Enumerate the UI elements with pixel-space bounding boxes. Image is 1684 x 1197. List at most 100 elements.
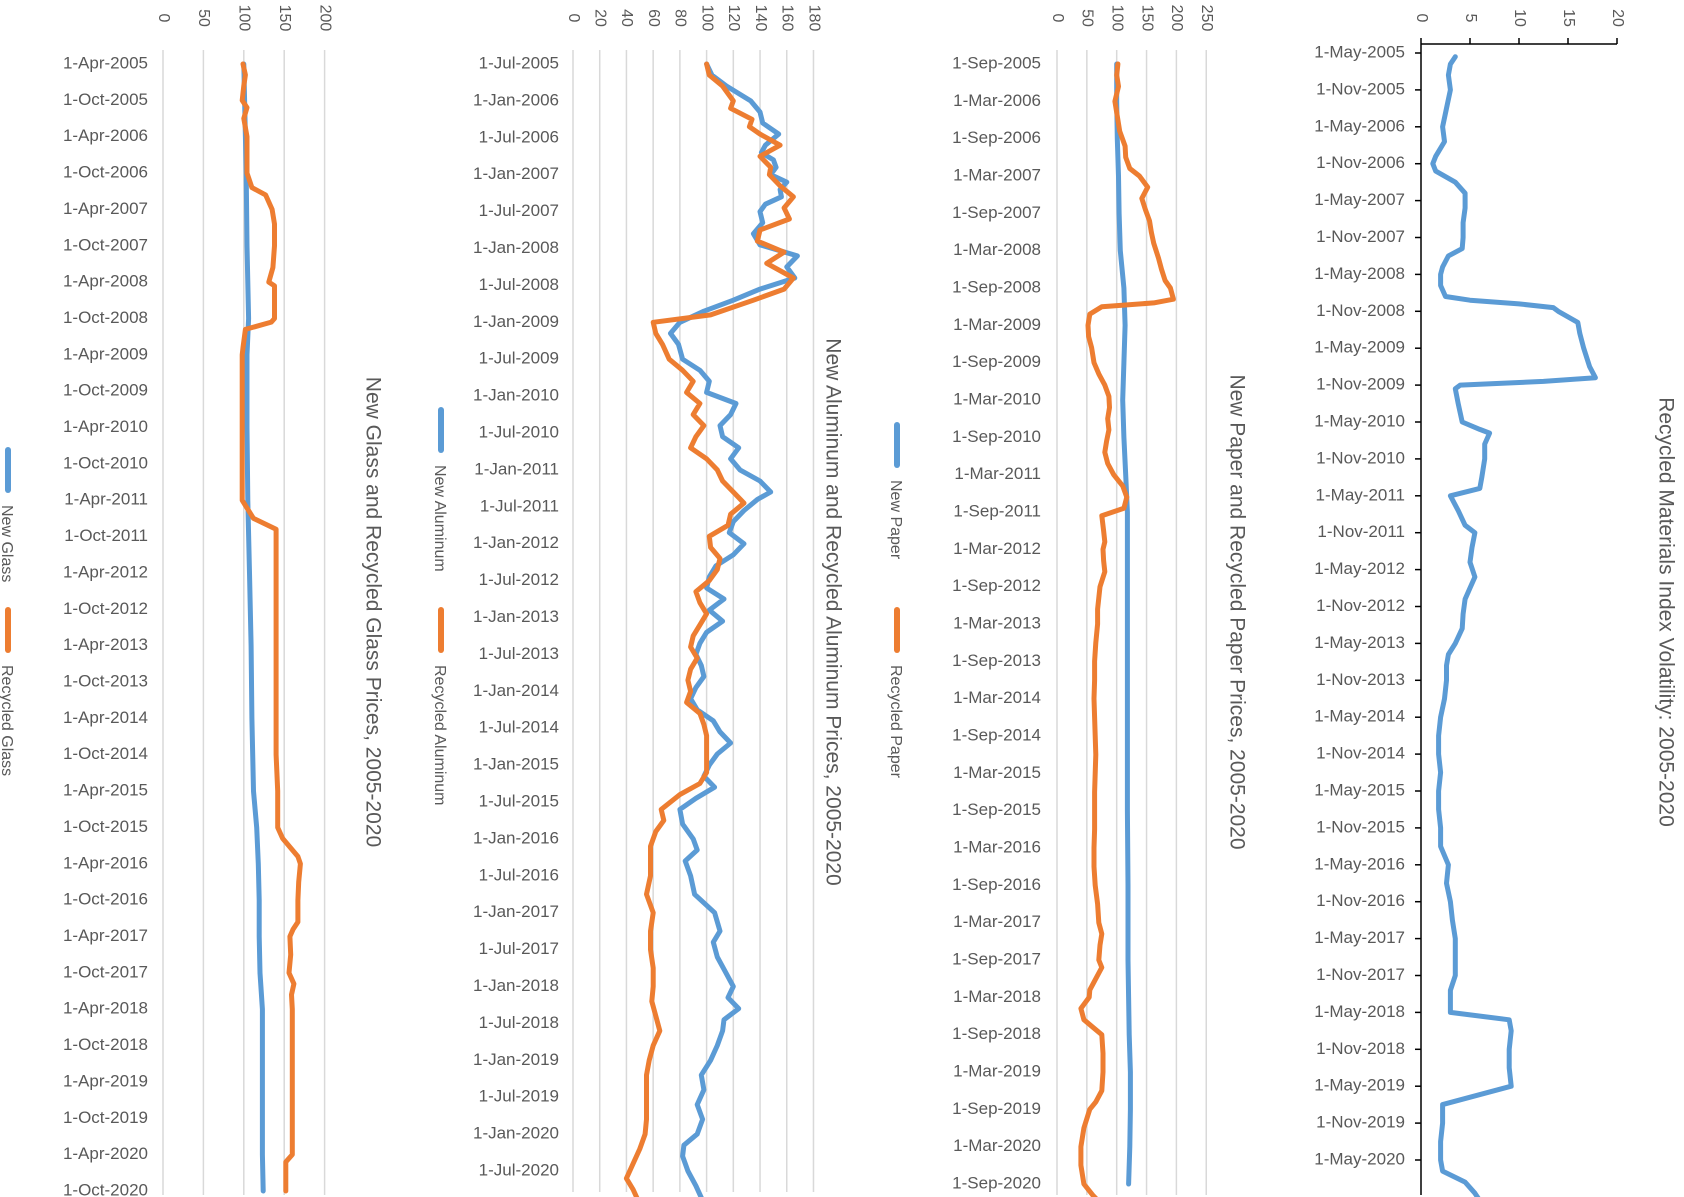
x-tick-label: 1-Nov-2009 xyxy=(1316,375,1405,394)
series-line-new-glass xyxy=(241,61,266,1194)
y-tick-label: 180 xyxy=(805,5,822,32)
series-line-recycled-aluminum xyxy=(623,61,796,1197)
x-tick-label: 1-Oct-2005 xyxy=(63,90,148,109)
x-tick-label: 1-Sep-2014 xyxy=(952,725,1041,744)
x-tick-label: 1-Apr-2019 xyxy=(63,1071,148,1090)
x-tick-label: 1-Mar-2017 xyxy=(953,912,1041,931)
x-tick-label: 1-Nov-2006 xyxy=(1316,153,1405,172)
x-tick-label: 1-Jul-2012 xyxy=(479,570,559,589)
x-tick-label: 1-Oct-2020 xyxy=(63,1180,148,1197)
x-tick-label: 1-Oct-2007 xyxy=(63,235,148,254)
x-tick-label: 1-Mar-2008 xyxy=(953,240,1041,259)
x-tick-label: 1-Jul-2014 xyxy=(479,718,559,737)
x-tick-label: 1-Jul-2005 xyxy=(479,53,559,72)
x-tick-label: 1-Sep-2009 xyxy=(952,352,1041,371)
x-tick-label: 1-Mar-2019 xyxy=(953,1061,1041,1080)
x-tick-label: 1-May-2007 xyxy=(1314,190,1405,209)
x-tick-label: 1-Apr-2010 xyxy=(63,417,148,436)
y-tick-label: 0 xyxy=(1049,14,1066,23)
y-tick-label: 5 xyxy=(1462,14,1479,23)
chart-title: New Paper and Recycled Paper Prices, 200… xyxy=(1225,374,1248,849)
x-tick-label: 1-Sep-2013 xyxy=(952,651,1041,670)
x-tick-label: 1-Oct-2015 xyxy=(63,817,148,836)
x-tick-label: 1-May-2017 xyxy=(1314,928,1405,947)
x-tick-label: 1-Apr-2007 xyxy=(63,199,148,218)
x-tick-label: 1-Nov-2019 xyxy=(1316,1113,1405,1132)
x-tick-label: 1-Sep-2006 xyxy=(952,128,1041,147)
x-tick-label: 1-May-2014 xyxy=(1314,707,1405,726)
x-tick-label: 1-Oct-2010 xyxy=(63,453,148,472)
x-tick-label: 1-Jan-2010 xyxy=(473,386,559,405)
x-tick-label: 1-Apr-2017 xyxy=(63,926,148,945)
y-tick-label: 15 xyxy=(1560,9,1577,27)
x-tick-label: 1-Oct-2014 xyxy=(63,744,148,763)
x-tick-label: 1-Nov-2014 xyxy=(1316,744,1405,763)
y-tick-label: 100 xyxy=(1108,5,1125,32)
y-tick-label: 10 xyxy=(1511,9,1528,27)
x-tick-label: 1-May-2015 xyxy=(1314,780,1405,799)
x-tick-label: 1-Jul-2019 xyxy=(479,1087,559,1106)
x-tick-label: 1-Jul-2007 xyxy=(479,201,559,220)
x-tick-label: 1-Jan-2018 xyxy=(473,976,559,995)
x-tick-label: 1-Mar-2013 xyxy=(953,613,1041,632)
x-tick-label: 1-Jul-2017 xyxy=(479,939,559,958)
y-tick-label: 80 xyxy=(672,9,689,27)
x-tick-label: 1-Oct-2006 xyxy=(63,163,148,182)
x-tick-label: 1-Mar-2020 xyxy=(953,1136,1041,1155)
x-tick-label: 1-Nov-2005 xyxy=(1316,79,1405,98)
legend-label: New Paper xyxy=(887,480,904,560)
x-tick-label: 1-Jul-2008 xyxy=(479,275,559,294)
y-tick-label: 100 xyxy=(698,5,715,32)
x-tick-label: 1-Mar-2018 xyxy=(953,987,1041,1006)
y-tick-label: 150 xyxy=(276,5,293,32)
y-tick-label: 120 xyxy=(725,5,742,32)
x-tick-label: 1-Sep-2005 xyxy=(952,53,1041,72)
y-tick-label: 50 xyxy=(1079,9,1096,27)
x-tick-label: 1-Sep-2012 xyxy=(952,576,1041,595)
x-tick-label: 1-Jan-2019 xyxy=(473,1050,559,1069)
x-tick-label: 1-Apr-2008 xyxy=(63,272,148,291)
series-line-recycled-glass xyxy=(239,61,303,1194)
x-tick-label: 1-Nov-2017 xyxy=(1316,965,1405,984)
x-tick-label: 1-Nov-2013 xyxy=(1316,670,1405,689)
y-tick-label: 0 xyxy=(565,14,582,23)
series-line-recycled-paper xyxy=(1078,61,1176,1197)
x-tick-label: 1-Jan-2015 xyxy=(473,755,559,774)
y-tick-label: 150 xyxy=(1138,5,1155,32)
x-tick-label: 1-Sep-2011 xyxy=(953,501,1041,520)
x-tick-label: 1-Jul-2018 xyxy=(479,1013,559,1032)
x-tick-label: 1-Apr-2006 xyxy=(63,126,148,145)
x-tick-label: 1-Nov-2016 xyxy=(1316,891,1405,910)
x-tick-label: 1-Oct-2013 xyxy=(63,672,148,691)
x-tick-label: 1-Jan-2013 xyxy=(473,607,559,626)
x-tick-label: 1-Mar-2014 xyxy=(953,688,1041,707)
x-tick-label: 1-May-2012 xyxy=(1314,559,1405,578)
x-tick-label: 1-Apr-2015 xyxy=(63,781,148,800)
x-tick-label: 1-Mar-2009 xyxy=(953,315,1041,334)
x-tick-label: 1-Apr-2018 xyxy=(63,999,148,1018)
x-tick-label: 1-May-2018 xyxy=(1314,1002,1405,1021)
panel-glass: 0 50 100 150 200 1-Apr-2005 1-Oct-2005 1-Apr-20… xyxy=(0,5,384,1197)
x-tick-label: 1-Jul-2006 xyxy=(479,127,559,146)
x-tick-label: 1-Mar-2011 xyxy=(954,464,1041,483)
x-tick-label: 1-May-2010 xyxy=(1314,411,1405,430)
x-tick-label: 1-Oct-2011 xyxy=(64,526,148,545)
x-tick-label: 1-Jan-2008 xyxy=(473,238,559,257)
x-tick-label: 1-Jan-2007 xyxy=(473,164,559,183)
x-tick-label: 1-Apr-2013 xyxy=(63,635,148,654)
x-tick-label: 1-May-2016 xyxy=(1314,854,1405,873)
y-tick-label: 20 xyxy=(591,9,608,27)
series-line-recycled-materials-index-volatility xyxy=(1430,54,1598,1197)
x-tick-label: 1-Jan-2014 xyxy=(473,681,559,700)
x-tick-label: 1-Apr-2020 xyxy=(63,1144,148,1163)
x-tick-label: 1-May-2008 xyxy=(1314,264,1405,283)
x-tick-label: 1-Oct-2017 xyxy=(63,962,148,981)
x-tick-label: 1-Sep-2020 xyxy=(952,1173,1041,1192)
x-tick-label: 1-Nov-2015 xyxy=(1316,817,1405,836)
x-tick-label: 1-Jul-2013 xyxy=(479,644,559,663)
y-tick-label: 0 xyxy=(1413,14,1430,23)
panel-paper: 0 50 100 150 200 250 1-Sep-2005 1-Mar-2006 1-Sep… xyxy=(887,5,1248,1197)
x-tick-label: 1-Jan-2012 xyxy=(473,533,559,552)
legend-label: Recycled Glass xyxy=(0,665,15,776)
x-tick-label: 1-Jan-2016 xyxy=(473,828,559,847)
